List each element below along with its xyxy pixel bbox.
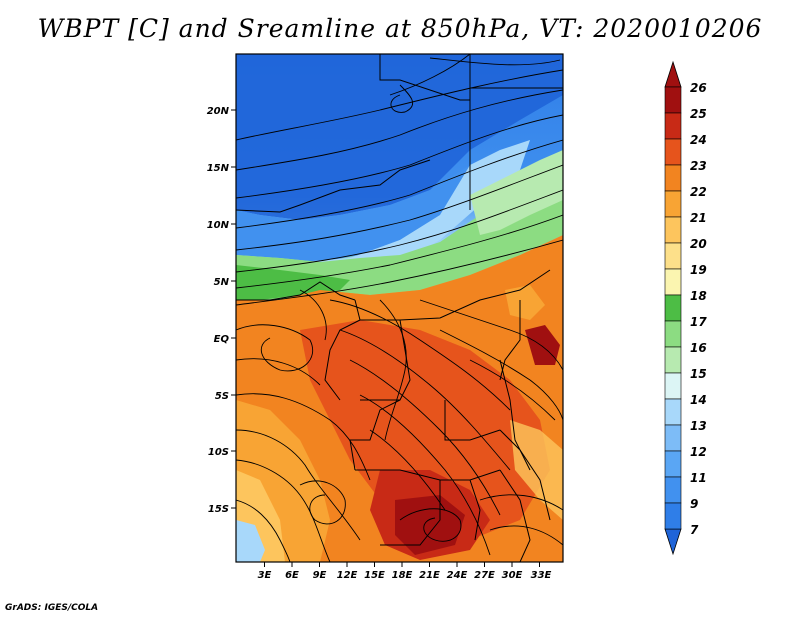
lon-label: 9E — [313, 570, 327, 581]
lon-label: 12E — [337, 570, 358, 581]
colorbar-segment — [664, 242, 682, 270]
axis-ticks — [231, 109, 540, 567]
colorbar-label: 7 — [690, 523, 699, 537]
colorbar-segment — [664, 346, 682, 374]
colorbar-segment — [664, 294, 682, 322]
country-borders — [236, 54, 563, 562]
lon-label: 18E — [392, 570, 413, 581]
lon-label: 6E — [285, 570, 299, 581]
colorbar-segment — [664, 190, 682, 218]
colorbar-segment — [664, 476, 682, 504]
lat-label: 15N — [207, 163, 230, 174]
lat-label: 20N — [207, 106, 230, 117]
colorbar-label: 20 — [690, 237, 707, 251]
wbpt-field — [236, 54, 563, 562]
colorbar-segment — [664, 86, 682, 114]
grads-credit: GrADS: IGES/COLA — [5, 603, 99, 613]
colorbar-segment — [664, 138, 682, 166]
colorbar-label: 17 — [690, 315, 707, 329]
colorbar: 26 25 24 23 22 21 20 19 18 17 16 15 14 1… — [664, 60, 707, 556]
lon-label: 27E — [474, 570, 495, 581]
lat-label: 5N — [214, 277, 230, 288]
colorbar-label: 11 — [690, 471, 707, 485]
lat-label: EQ — [214, 334, 230, 345]
colorbar-segment — [664, 398, 682, 426]
lon-label: 33E — [531, 570, 552, 581]
colorbar-label: 18 — [690, 289, 707, 303]
lat-label: 5S — [215, 391, 229, 402]
colorbar-label: 22 — [690, 185, 707, 199]
lon-label: 24E — [447, 570, 468, 581]
colorbar-label: 9 — [690, 497, 698, 511]
colorbar-segment — [664, 112, 682, 140]
colorbar-segment — [664, 216, 682, 244]
colorbar-segment — [664, 268, 682, 296]
lon-label: 21E — [419, 570, 440, 581]
colorbar-segment — [664, 450, 682, 478]
streamlines — [236, 54, 563, 562]
colorbar-top-arrow — [664, 60, 682, 88]
colorbar-segment — [664, 164, 682, 192]
lat-axis-labels: 20N 15N 10N 5N EQ 5S 10S 15S — [207, 106, 230, 515]
colorbar-label: 23 — [690, 159, 707, 173]
colorbar-segment — [664, 424, 682, 452]
colorbar-label: 12 — [690, 445, 707, 459]
chart-title: WBPT [C] and Sreamline at 850hPa, VT: 20… — [37, 14, 763, 43]
colorbar-label: 24 — [690, 133, 707, 147]
lat-label: 10S — [208, 447, 229, 458]
colorbar-label: 16 — [690, 341, 707, 355]
colorbar-label: 21 — [690, 211, 707, 225]
map-frame — [235, 53, 564, 563]
lon-label: 3E — [258, 570, 272, 581]
colorbar-label: 14 — [690, 393, 707, 407]
colorbar-label: 13 — [690, 419, 707, 433]
colorbar-label: 25 — [690, 107, 707, 121]
colorbar-segment — [664, 320, 682, 348]
colorbar-segment — [664, 372, 682, 400]
colorbar-label: 19 — [690, 263, 707, 277]
lon-axis-labels: 3E 6E 9E 12E 15E 18E 21E 24E 27E 30E 33E — [258, 570, 552, 581]
colorbar-segment — [664, 502, 682, 530]
lon-label: 30E — [502, 570, 523, 581]
lat-label: 15S — [208, 504, 229, 515]
lon-label: 15E — [364, 570, 385, 581]
lat-label: 10N — [207, 220, 230, 231]
colorbar-bottom-arrow — [664, 528, 682, 556]
colorbar-label: 15 — [690, 367, 707, 381]
colorbar-label: 26 — [690, 81, 707, 95]
